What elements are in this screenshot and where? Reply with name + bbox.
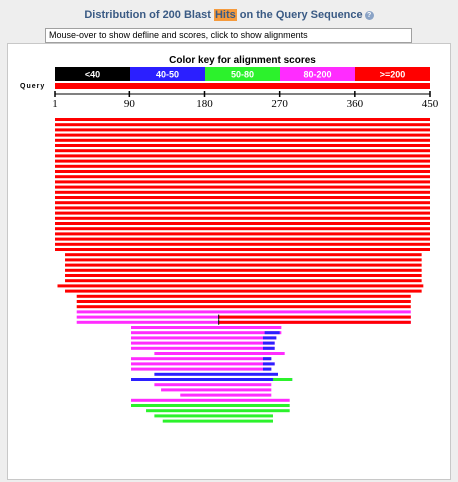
hit-bar[interactable]: [65, 264, 422, 267]
hit-bar[interactable]: [55, 149, 430, 152]
hits-graphic-panel: Color key for alignment scores <40 40-50 50…: [7, 43, 451, 480]
hit-bar[interactable]: [55, 154, 430, 157]
query-bar: [55, 83, 430, 89]
hit-bar[interactable]: [131, 404, 290, 407]
hit-bar[interactable]: [55, 118, 430, 121]
hit-bar[interactable]: [131, 362, 275, 365]
hit-bar[interactable]: [55, 123, 430, 126]
hit-bar[interactable]: [55, 139, 430, 142]
hit-bar-segment[interactable]: [273, 378, 292, 381]
hit-bar[interactable]: [161, 388, 271, 391]
hit-bar-segment[interactable]: [263, 336, 276, 339]
hit-bar[interactable]: [65, 279, 422, 282]
hit-bar[interactable]: [131, 336, 276, 339]
hit-bar[interactable]: [131, 326, 281, 329]
hit-bar[interactable]: [55, 238, 430, 241]
hit-bar[interactable]: [131, 357, 271, 360]
hit-bar[interactable]: [154, 373, 278, 376]
hit-bar[interactable]: [77, 310, 411, 313]
hit-bar[interactable]: [55, 232, 430, 235]
hit-bar[interactable]: [77, 295, 411, 298]
hit-bar[interactable]: [131, 342, 275, 345]
hit-bar[interactable]: [77, 300, 411, 303]
ruler-tick-label: 270: [271, 98, 288, 110]
hit-bar[interactable]: [154, 414, 273, 417]
query-label: Query: [20, 83, 45, 90]
hit-bar[interactable]: [55, 201, 430, 204]
hit-bar[interactable]: [55, 160, 430, 163]
ruler-tick-label: 180: [196, 98, 213, 110]
hit-bar[interactable]: [77, 305, 411, 308]
hit-bar-segment[interactable]: [263, 347, 275, 350]
defline-info-box: Mouse-over to show defline and scores, c…: [45, 28, 412, 43]
hit-bar[interactable]: [154, 352, 284, 355]
hit-bar[interactable]: [131, 347, 275, 350]
hit-bar-segment[interactable]: [265, 331, 280, 334]
hit-bar[interactable]: [131, 368, 271, 371]
hit-bar[interactable]: [55, 170, 430, 173]
hit-bar-segment[interactable]: [219, 321, 411, 324]
ruler-tick-label: 450: [422, 98, 439, 110]
ruler-tick-label: 1: [52, 98, 58, 110]
hit-bar[interactable]: [55, 243, 430, 246]
hit-bar-segment[interactable]: [263, 342, 275, 345]
hit-bar[interactable]: [65, 253, 422, 256]
hit-bar[interactable]: [55, 191, 430, 194]
hit-bar[interactable]: [55, 212, 430, 215]
hit-bar[interactable]: [55, 227, 430, 230]
color-key-label: 40-50: [156, 70, 179, 80]
color-key-label: <40: [85, 70, 100, 80]
hit-bar[interactable]: [55, 248, 430, 251]
hits-chart: Color key for alignment scores <40 40-50 50…: [8, 44, 450, 479]
hit-bar[interactable]: [55, 128, 430, 131]
hit-bar-segment[interactable]: [219, 316, 411, 319]
title-text: Distribution of 200 Blast: [84, 9, 214, 21]
color-key-label: >=200: [380, 70, 406, 80]
hit-bar[interactable]: [55, 196, 430, 199]
hit-bar[interactable]: [65, 269, 422, 272]
hit-bar[interactable]: [65, 274, 422, 277]
ruler-tick-label: 360: [347, 98, 364, 110]
page-title: Distribution of 200 Blast Hits on the Qu…: [0, 9, 458, 21]
hit-bar[interactable]: [55, 165, 430, 168]
hit-bar[interactable]: [55, 175, 430, 178]
hit-bar[interactable]: [154, 383, 271, 386]
hit-bar[interactable]: [58, 284, 424, 287]
hit-bar[interactable]: [163, 420, 273, 423]
hit-bar[interactable]: [180, 394, 271, 397]
hit-bar-segment[interactable]: [263, 368, 271, 371]
hit-bar[interactable]: [65, 258, 422, 261]
color-key-title: Color key for alignment scores: [169, 55, 316, 66]
hit-bar[interactable]: [131, 331, 281, 334]
hit-bar-segment[interactable]: [263, 357, 271, 360]
hit-bar[interactable]: [55, 134, 430, 137]
hit-bar[interactable]: [55, 144, 430, 147]
help-icon[interactable]: ?: [365, 11, 374, 20]
hit-bar[interactable]: [146, 409, 290, 412]
hit-bar[interactable]: [65, 290, 422, 293]
hit-bar[interactable]: [55, 217, 430, 220]
hit-bar[interactable]: [131, 399, 290, 402]
title-highlight: Hits: [214, 9, 237, 21]
color-key-label: 80-200: [303, 70, 331, 80]
ruler-tick-label: 90: [124, 98, 136, 110]
hit-bar[interactable]: [55, 180, 430, 183]
title-text-suffix: on the Query Sequence: [237, 9, 363, 21]
hit-bar-segment[interactable]: [263, 362, 275, 365]
hit-bar[interactable]: [55, 186, 430, 189]
hit-bar[interactable]: [55, 222, 430, 225]
color-key-label: 50-80: [231, 70, 254, 80]
hit-bar[interactable]: [55, 206, 430, 209]
hit-bar[interactable]: [131, 378, 292, 381]
